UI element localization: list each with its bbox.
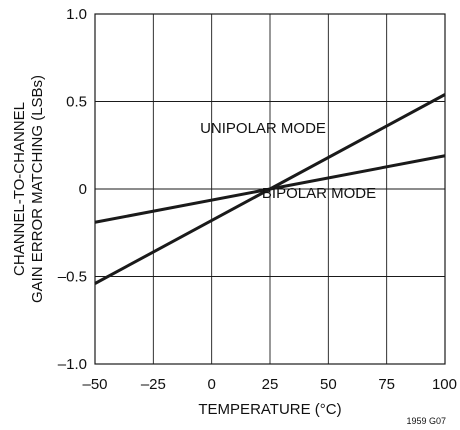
y-tick-label-4: –1.0 [58, 356, 87, 373]
x-tick-label-4: 50 [320, 376, 337, 393]
plot-frame [94, 13, 446, 365]
y-axis-title-line-2: GAIN ERROR MATCHING (LSBs) [29, 75, 46, 303]
x-axis-title: TEMPERATURE (°C) [198, 401, 341, 418]
x-tick-label-5: 75 [378, 376, 395, 393]
x-tick-label-1: –25 [141, 376, 166, 393]
x-tick-label-2: 0 [207, 376, 215, 393]
series-lines [94, 93, 446, 285]
annotation-unipolar-mode: UNIPOLAR MODE [200, 120, 326, 137]
y-tick-label-1: 0.5 [66, 94, 87, 111]
y-tick-label-2: 0 [79, 181, 87, 198]
annotations: UNIPOLAR MODE BIPOLAR MODE [200, 120, 376, 202]
y-tick-labels: 1.0 0.5 0 –0.5 –1.0 [58, 6, 87, 373]
y-tick-label-3: –0.5 [58, 269, 87, 286]
series-line-bipolar-mode [94, 154, 446, 224]
x-tick-label-0: –50 [82, 376, 107, 393]
x-tick-label-6: 100 [432, 376, 457, 393]
x-tick-label-3: 25 [262, 376, 279, 393]
figure-id: 1959 G07 [406, 416, 446, 426]
annotation-bipolar-mode: BIPOLAR MODE [262, 185, 376, 202]
x-tick-labels: –50 –25 0 25 50 75 100 [82, 376, 457, 393]
y-axis-title-line-1: CHANNEL-TO-CHANNEL [11, 102, 28, 276]
y-tick-label-0: 1.0 [66, 6, 87, 23]
